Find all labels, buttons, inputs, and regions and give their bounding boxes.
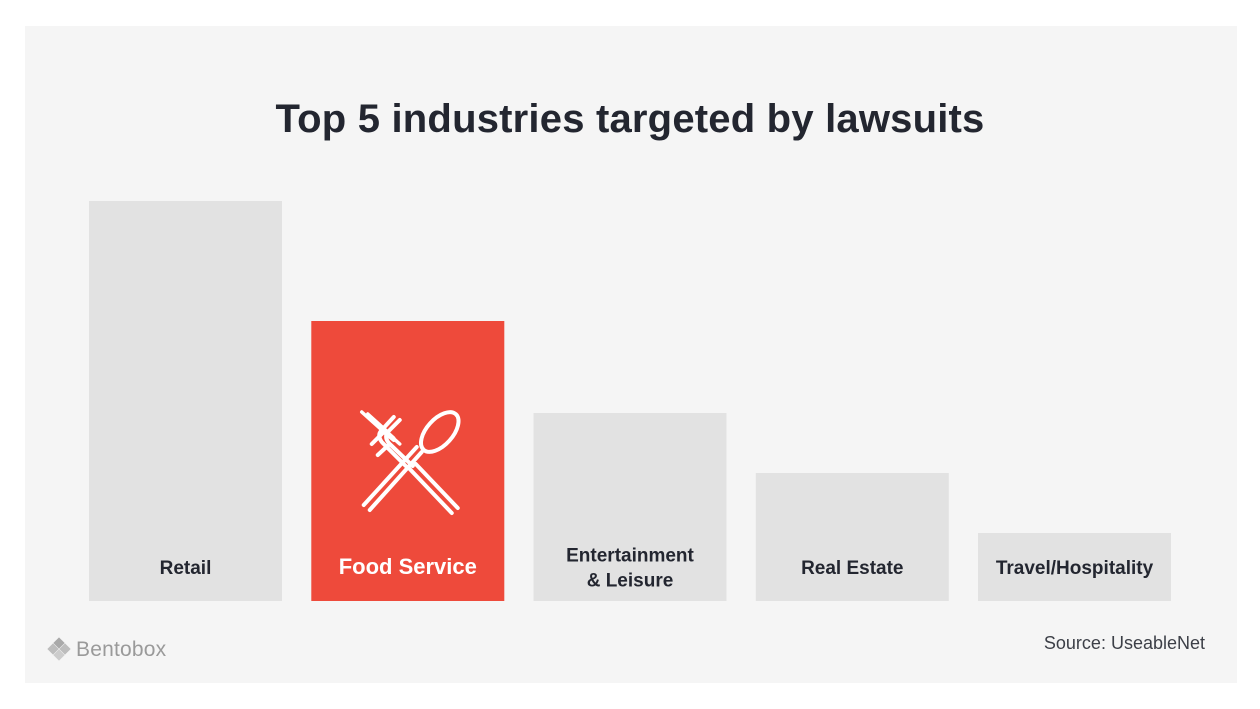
bar-label: Retail <box>160 558 212 579</box>
chart-title: Top 5 industries targeted by lawsuits <box>275 97 985 141</box>
bar-label: Entertainment & Leisure <box>566 546 694 592</box>
bentobox-logo-icon <box>47 637 71 661</box>
bar-label: Travel/Hospitality <box>996 558 1154 579</box>
bar-retail <box>89 201 282 601</box>
bar-real-estate <box>755 473 949 601</box>
source-note: Source: UseableNet <box>1043 633 1205 653</box>
bar-entertainment-leisure <box>533 413 727 601</box>
fork-spoon-icon <box>360 410 461 515</box>
bar-label: Real Estate <box>801 558 903 579</box>
brand-name: Bentobox <box>76 638 167 661</box>
brand-logo: Bentobox <box>46 637 166 663</box>
bar-travel-hospitality <box>978 533 1171 601</box>
bar-label: Food Service <box>339 554 477 579</box>
